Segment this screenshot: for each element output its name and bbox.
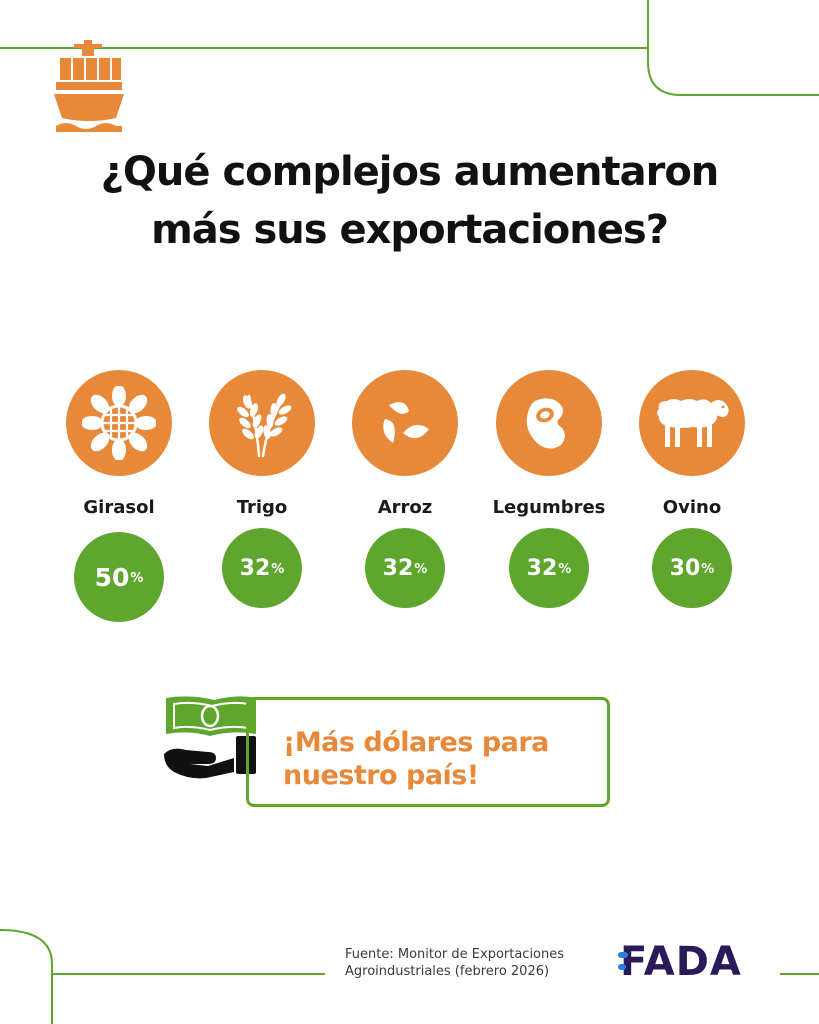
ovino-percent-badge: 30% [652, 528, 732, 608]
sheep-icon [657, 399, 729, 447]
logo-text: FADA [620, 939, 742, 985]
arroz-label: Arroz [377, 497, 433, 518]
cta-line-1: ¡Más dólares para [283, 727, 549, 758]
source-line-2: Agroindustriales (febrero 2026) [345, 964, 550, 979]
trigo-label: Trigo [236, 497, 288, 518]
fada-logo: FADA [618, 939, 742, 985]
girasol-circle [66, 370, 172, 476]
legumbres-circle [496, 370, 602, 476]
arroz-percent-badge: 32% [365, 528, 445, 608]
source-line-1: Fuente: Monitor de Exportaciones [345, 947, 565, 962]
rice-icon [383, 402, 429, 443]
item-trigo: Trigo 32% [187, 370, 337, 608]
money-hand-icon [164, 696, 256, 779]
percent-unit: % [271, 562, 285, 577]
item-legumbres: Legumbres 32% [474, 370, 624, 608]
cta-line-2: nuestro país! [283, 760, 479, 791]
percent-value: 50 [94, 562, 130, 592]
percent-unit: % [130, 571, 144, 586]
wheat-icon [237, 393, 292, 458]
top-decorative-line [0, 0, 819, 96]
percent-value: 32 [526, 555, 558, 581]
percent-value: 32 [382, 555, 414, 581]
sunflower-icon [82, 386, 156, 460]
title-line-1: ¿Qué complejos aumentaron [100, 149, 720, 195]
percent-unit: % [414, 562, 428, 577]
logo-accent-mark [618, 952, 628, 970]
item-ovino: Ovino 30% [617, 370, 767, 608]
girasol-label: Girasol [83, 497, 155, 518]
percent-unit: % [701, 562, 715, 577]
percent-value: 32 [239, 555, 271, 581]
arroz-circle [352, 370, 458, 476]
page-title: ¿Qué complejos aumentaron más sus export… [0, 143, 819, 259]
legumbres-label: Legumbres [492, 497, 606, 518]
legumbres-percent-badge: 32% [509, 528, 589, 608]
source-note: Fuente: Monitor de Exportaciones Agroind… [345, 946, 564, 980]
item-girasol: Girasol 50% [44, 370, 194, 622]
bean-icon [526, 398, 565, 449]
item-arroz: Arroz 32% [330, 370, 480, 608]
ovino-circle [639, 370, 745, 476]
percent-value: 30 [669, 555, 701, 581]
ovino-label: Ovino [662, 497, 722, 518]
bottom-decorative-line [0, 929, 819, 1024]
cta-box: ¡Más dólares para nuestro país! [246, 697, 610, 807]
title-line-2: más sus exportaciones? [151, 207, 669, 253]
trigo-circle [209, 370, 315, 476]
girasol-percent-badge: 50% [74, 532, 164, 622]
cargo-ship-icon [54, 40, 124, 132]
cta-text: ¡Más dólares para nuestro país! [283, 726, 549, 792]
percent-unit: % [558, 562, 572, 577]
trigo-percent-badge: 32% [222, 528, 302, 608]
